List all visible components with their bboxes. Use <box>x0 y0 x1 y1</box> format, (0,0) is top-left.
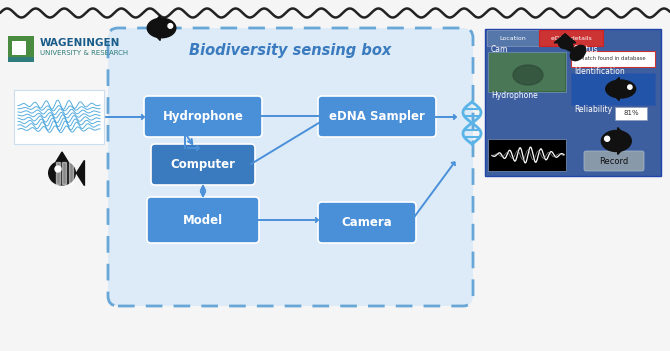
Text: WAGENINGEN: WAGENINGEN <box>40 38 121 48</box>
Circle shape <box>604 136 610 141</box>
FancyBboxPatch shape <box>488 139 566 171</box>
Polygon shape <box>554 34 576 43</box>
Ellipse shape <box>513 65 543 85</box>
FancyBboxPatch shape <box>14 90 104 144</box>
FancyBboxPatch shape <box>151 144 255 185</box>
FancyBboxPatch shape <box>489 53 565 91</box>
Text: Model: Model <box>183 213 223 226</box>
Text: Match found in database: Match found in database <box>580 57 646 61</box>
FancyBboxPatch shape <box>8 36 34 62</box>
Text: Status: Status <box>574 46 598 54</box>
Text: Biodiversity sensing box: Biodiversity sensing box <box>189 44 391 59</box>
FancyBboxPatch shape <box>108 28 473 306</box>
Circle shape <box>628 85 632 89</box>
Ellipse shape <box>602 131 631 152</box>
FancyBboxPatch shape <box>318 202 416 243</box>
FancyBboxPatch shape <box>56 162 60 184</box>
Text: Computer: Computer <box>170 158 235 171</box>
FancyBboxPatch shape <box>485 29 661 176</box>
Text: eDNA details: eDNA details <box>551 35 592 40</box>
FancyBboxPatch shape <box>62 162 66 184</box>
FancyBboxPatch shape <box>147 197 259 243</box>
Text: Reliability: Reliability <box>574 105 612 113</box>
FancyBboxPatch shape <box>488 52 566 92</box>
Ellipse shape <box>606 80 636 98</box>
FancyBboxPatch shape <box>615 107 647 120</box>
FancyBboxPatch shape <box>144 96 262 137</box>
Text: UNIVERSITY & RESEARCH: UNIVERSITY & RESEARCH <box>40 50 128 56</box>
Text: Record: Record <box>600 157 628 166</box>
Polygon shape <box>76 160 84 186</box>
FancyBboxPatch shape <box>69 162 73 184</box>
Circle shape <box>55 166 61 172</box>
Polygon shape <box>566 41 574 53</box>
FancyBboxPatch shape <box>318 96 436 137</box>
Text: 81%: 81% <box>623 110 639 116</box>
Text: eDNA Sampler: eDNA Sampler <box>329 110 425 123</box>
Text: Identification: Identification <box>574 67 624 77</box>
Polygon shape <box>148 15 160 40</box>
FancyBboxPatch shape <box>8 57 34 62</box>
Ellipse shape <box>558 37 572 49</box>
FancyBboxPatch shape <box>584 151 644 171</box>
FancyBboxPatch shape <box>571 73 655 105</box>
FancyBboxPatch shape <box>571 51 655 67</box>
Text: Cam: Cam <box>491 46 509 54</box>
Circle shape <box>168 24 173 28</box>
FancyBboxPatch shape <box>487 30 539 46</box>
Polygon shape <box>618 127 630 154</box>
Ellipse shape <box>49 161 75 185</box>
FancyBboxPatch shape <box>12 41 26 55</box>
Polygon shape <box>56 152 68 162</box>
Text: Hydrophone: Hydrophone <box>163 110 243 123</box>
Text: Location: Location <box>500 35 527 40</box>
Text: Hydrophone: Hydrophone <box>491 91 538 99</box>
FancyBboxPatch shape <box>539 30 603 46</box>
Ellipse shape <box>570 45 586 61</box>
Polygon shape <box>607 78 619 100</box>
Ellipse shape <box>147 18 176 38</box>
Text: Camera: Camera <box>342 216 393 229</box>
